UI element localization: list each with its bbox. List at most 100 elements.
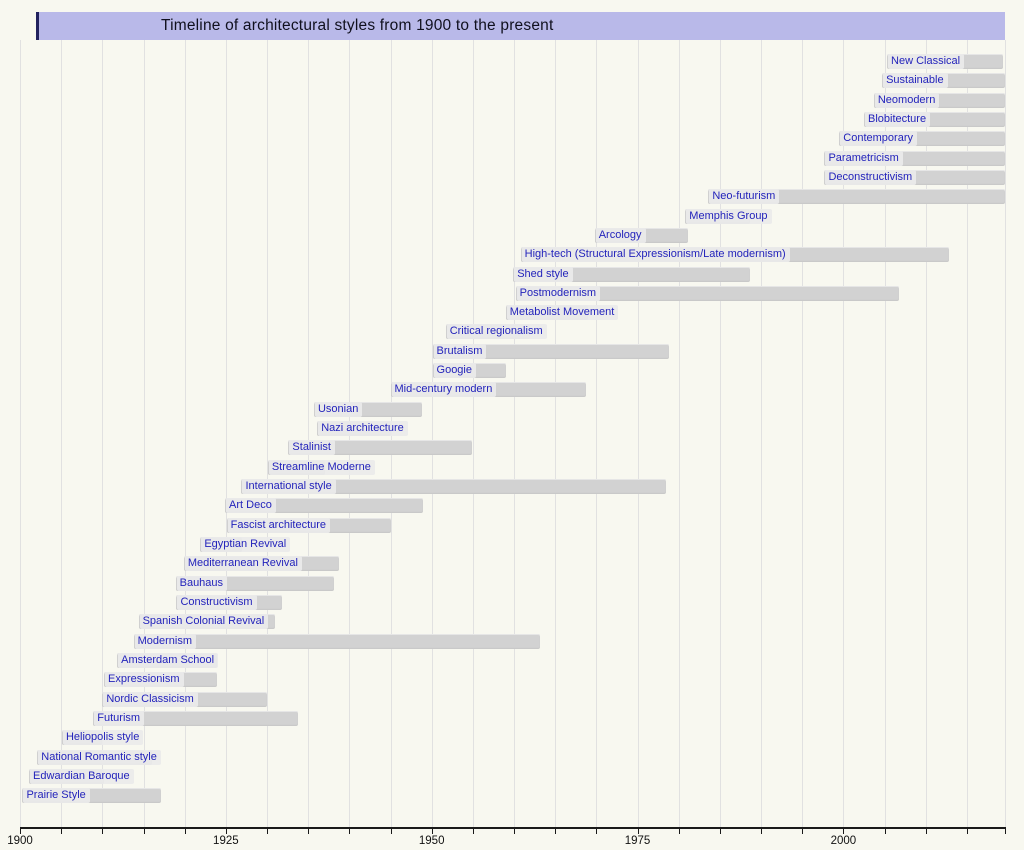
x-axis-tick: [802, 829, 804, 834]
timeline-bar-label[interactable]: Sustainable: [883, 73, 948, 89]
timeline-bar-label[interactable]: Blobitecture: [864, 111, 931, 127]
timeline-bar-label[interactable]: Parametricism: [825, 150, 903, 166]
timeline-bar: [708, 189, 1005, 205]
timeline-bar-label[interactable]: Fascist architecture: [227, 517, 331, 533]
gridline: [761, 40, 763, 828]
gridline: [472, 40, 474, 828]
x-axis-tick: [225, 829, 227, 834]
timeline-bar-label[interactable]: High-tech (Structural Expressionism/Late…: [521, 247, 790, 263]
gridline: [225, 40, 227, 828]
x-axis-tick: [884, 829, 886, 834]
gridline: [925, 40, 927, 828]
x-axis-tick: [61, 829, 63, 834]
timeline-bar: [515, 285, 899, 301]
timeline-bar-label[interactable]: Neo-futurism: [709, 189, 780, 205]
x-axis-tick: [472, 829, 474, 834]
chart-title: Timeline of architectural styles from 19…: [161, 17, 554, 34]
timeline-bar-label[interactable]: Stalinist: [289, 440, 335, 456]
timeline-bar-label[interactable]: Memphis Group: [686, 208, 772, 224]
timeline-bar-label[interactable]: Metabolist Movement: [506, 305, 619, 321]
x-axis-tick: [102, 829, 104, 834]
timeline-bar-label[interactable]: International style: [242, 479, 336, 495]
timeline-bar-label[interactable]: Amsterdam School: [118, 652, 219, 668]
x-axis-tick: [555, 829, 557, 834]
timeline-bar-label[interactable]: Expressionism: [104, 672, 184, 688]
timeline-bar-label[interactable]: Futurism: [94, 710, 145, 726]
timeline-bar-label[interactable]: Art Deco: [226, 498, 276, 514]
timeline-bar-label[interactable]: New Classical: [888, 54, 965, 69]
x-axis-tick: [1004, 829, 1006, 834]
timeline-bar-label[interactable]: Usonian: [314, 401, 363, 417]
x-axis-tick: [925, 829, 927, 834]
x-axis-tick: [719, 829, 721, 834]
timeline-bar-label[interactable]: Arcology: [595, 227, 646, 243]
x-axis-tick: [966, 829, 968, 834]
timeline-bar-label[interactable]: Egyptian Revival: [201, 537, 291, 552]
gridline: [637, 40, 639, 828]
timeline-bar-label[interactable]: Prairie Style: [23, 788, 90, 804]
timeline-bar-label[interactable]: Spanish Colonial Revival: [139, 614, 269, 630]
x-axis-label: 2000: [830, 835, 857, 847]
x-axis: [20, 827, 1006, 829]
timeline-bar-label[interactable]: Critical regionalism: [446, 324, 547, 340]
timeline-bar-label[interactable]: Contemporary: [840, 131, 917, 147]
gridline: [678, 40, 680, 828]
timeline-bar-label[interactable]: Bauhaus: [176, 575, 228, 591]
timeline-bar-label[interactable]: Nazi architecture: [318, 421, 408, 437]
timeline-bar: [241, 479, 667, 495]
timeline-bar: [93, 710, 299, 726]
x-axis-label: 1950: [418, 835, 445, 847]
gridline: [431, 40, 433, 828]
chart-title-bar: Timeline of architectural styles from 19…: [39, 12, 1005, 40]
timeline-bar-label[interactable]: Constructivism: [177, 594, 257, 610]
timeline-bar-label[interactable]: Postmodernism: [516, 285, 601, 301]
timeline-bar-label[interactable]: Shed style: [514, 266, 573, 282]
timeline-bar-label[interactable]: Streamline Moderne: [268, 459, 375, 475]
x-axis-tick: [267, 829, 269, 834]
gridline: [596, 40, 598, 828]
timeline-bar-label[interactable]: Heliopolis style: [62, 730, 144, 746]
x-axis-tick: [678, 829, 680, 834]
gridline: [1004, 40, 1006, 828]
gridline: [555, 40, 557, 828]
timeline-bar-label[interactable]: Brutalism: [433, 343, 487, 359]
gridline: [102, 40, 104, 828]
timeline-bar-label[interactable]: Modernism: [134, 633, 197, 649]
gridline: [843, 40, 845, 828]
timeline-bar-label[interactable]: Deconstructivism: [825, 169, 917, 185]
gridline: [802, 40, 804, 828]
timeline-bar-label[interactable]: Neomodern: [874, 92, 940, 108]
x-axis-label: 1900: [7, 835, 33, 847]
x-axis-tick: [349, 829, 351, 834]
timeline-bar-label[interactable]: Nordic Classicism: [103, 691, 198, 707]
gridline: [143, 40, 145, 828]
x-axis-tick: [514, 829, 516, 834]
gridline: [267, 40, 269, 828]
timeline-bar: [432, 343, 669, 359]
timeline-bar-label[interactable]: Edwardian Baroque: [30, 768, 134, 784]
gridline: [308, 40, 310, 828]
x-axis-tick: [761, 829, 763, 834]
gridline: [20, 40, 21, 828]
timeline-bar-label[interactable]: Mid-century modern: [391, 382, 497, 398]
x-axis-tick: [431, 829, 433, 834]
timeline-bar: [133, 633, 541, 649]
x-axis-tick: [637, 829, 639, 834]
x-axis-tick: [843, 829, 845, 834]
x-axis-tick: [308, 829, 310, 834]
title-left-edge: [36, 12, 39, 40]
gridline: [61, 40, 63, 828]
gridline: [514, 40, 516, 828]
x-axis-tick: [390, 829, 392, 834]
timeline-bar-label[interactable]: National Romantic style: [38, 749, 161, 765]
x-axis-tick: [184, 829, 186, 834]
x-axis-tick: [20, 829, 21, 834]
x-axis-label: 1925: [213, 835, 239, 847]
x-axis-label: 1975: [624, 835, 651, 847]
timeline-bar-label[interactable]: Mediterranean Revival: [184, 556, 302, 572]
gridline: [719, 40, 721, 828]
timeline-bar-label[interactable]: Googie: [433, 363, 476, 379]
gridline: [184, 40, 186, 828]
